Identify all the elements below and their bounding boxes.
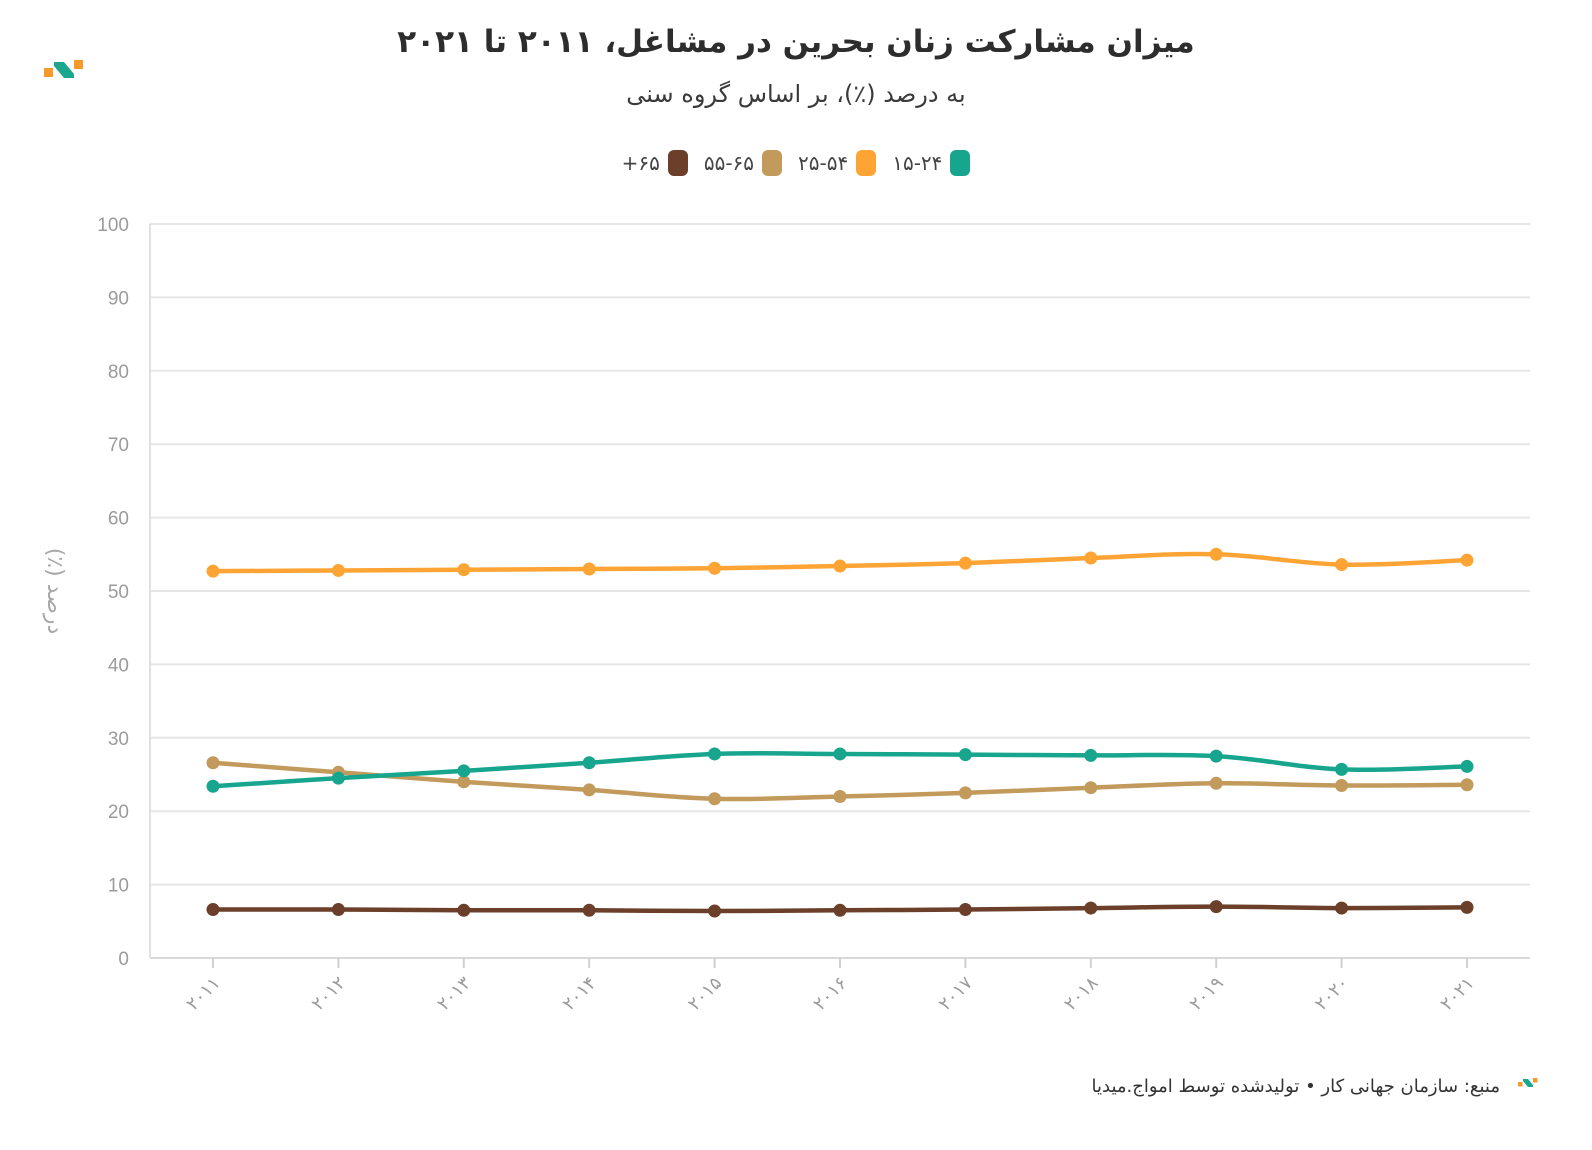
data-point-series-1 [708,561,722,575]
data-point-series-3 [1460,900,1474,914]
legend-label: ۶۵+ [621,151,660,175]
data-point-series-1 [958,556,972,570]
data-point-series-3 [457,903,471,917]
data-point-series-3 [833,903,847,917]
data-point-series-0 [1460,759,1474,773]
data-point-series-0 [1084,748,1098,762]
x-tick-label: ۲۰۱۲ [308,973,350,1015]
y-tick-label: 40 [108,655,129,676]
data-point-series-2 [1460,778,1474,792]
data-point-series-3 [1084,901,1098,915]
data-point-series-3 [206,903,220,917]
data-point-series-1 [1084,551,1098,565]
data-point-series-0 [1335,762,1349,776]
data-point-series-2 [1335,779,1349,793]
y-tick-label: 20 [108,802,129,823]
y-tick-label: 0 [118,949,129,970]
legend-item-55-65[interactable]: ۵۵-۶۵ [703,150,783,176]
legend-item-65-plus[interactable]: ۶۵+ [622,150,688,176]
data-point-series-2 [833,790,847,804]
y-tick-label: 10 [108,876,129,897]
source-note: منبع: سازمان جهانی کار • تولیدشده توسط ا… [1091,1076,1501,1097]
data-point-series-2 [206,756,220,770]
data-point-series-0 [958,748,972,762]
data-point-series-0 [331,771,345,785]
data-point-series-2 [457,775,471,789]
data-point-series-0 [1209,749,1223,763]
data-point-series-1 [1209,547,1223,561]
legend-label: ۲۵-۵۴ [798,151,849,175]
data-point-series-1 [206,564,220,578]
data-point-series-2 [582,783,596,797]
y-tick-label: 30 [108,729,129,750]
y-tick-label: 100 [97,215,129,236]
legend-swatch [950,150,971,176]
x-tick-label: ۲۰۱۳ [433,972,475,1014]
x-tick-label: ۲۰۱۱ [182,973,224,1015]
legend-item-25-54[interactable]: ۲۵-۵۴ [798,150,877,176]
legend-swatch [856,150,877,176]
x-tick-label: ۲۰۱۷ [935,972,977,1014]
data-point-series-1 [582,562,596,576]
x-tick-label: ۲۰۱۶ [809,973,851,1015]
data-point-series-0 [582,756,596,770]
y-tick-label: 80 [108,362,129,383]
data-point-series-1 [1335,558,1349,572]
legend: ۱۵-۲۴ ۲۵-۵۴ ۵۵-۶۵ ۶۵+ [0,150,1592,176]
data-point-series-0 [833,747,847,761]
data-point-series-1 [331,563,345,577]
chart-title: میزان مشارکت زنان بحرین در مشاغل، ۲۰۱۱ ت… [397,24,1195,60]
y-tick-label: 60 [108,509,129,530]
y-tick-label: 90 [108,288,129,309]
y-tick-label: 70 [108,435,129,456]
x-tick-label: ۲۰۲۱ [1436,973,1478,1015]
x-tick-label: ۲۰۱۴ [559,973,601,1015]
legend-label: ۵۵-۶۵ [703,151,755,175]
x-tick-label: ۲۰۲۰ [1311,973,1353,1015]
data-point-series-3 [1209,900,1223,914]
legend-swatch [667,150,688,176]
data-point-series-2 [958,786,972,800]
data-point-series-0 [457,764,471,778]
chart-subtitle: به درصد (٪)، بر اساس گروه سنی [626,80,966,108]
brand-logo-icon [44,60,83,78]
x-tick-label: ۲۰۱۸ [1060,972,1102,1014]
data-point-series-3 [708,904,722,918]
x-tick-label: ۲۰۱۵ [684,973,726,1015]
data-point-series-2 [1084,781,1098,795]
data-point-series-2 [708,792,722,806]
data-point-series-3 [582,903,596,917]
data-point-series-1 [457,563,471,577]
data-point-series-1 [1460,553,1474,567]
legend-label: ۱۵-۲۴ [892,151,943,175]
data-point-series-2 [1209,776,1223,790]
data-point-series-3 [331,903,345,917]
data-point-series-0 [206,779,220,793]
data-point-series-3 [958,903,972,917]
y-tick-label: 50 [108,582,129,603]
legend-item-15-24[interactable]: ۱۵-۲۴ [892,150,971,176]
line-chart: 0 10 20 30 40 50 60 70 80 90 100 درصد (٪) ۲۰۱۱ ۲۰۱۲ ۲۰… [42,215,1530,1015]
y-axis-title: درصد (٪) [42,548,67,635]
data-point-series-3 [1335,901,1349,915]
legend-swatch [762,150,783,176]
data-point-series-0 [708,747,722,761]
data-point-series-1 [833,559,847,573]
brand-logo-small-icon [1518,1078,1538,1087]
x-tick-label: ۲۰۱۹ [1186,973,1228,1015]
